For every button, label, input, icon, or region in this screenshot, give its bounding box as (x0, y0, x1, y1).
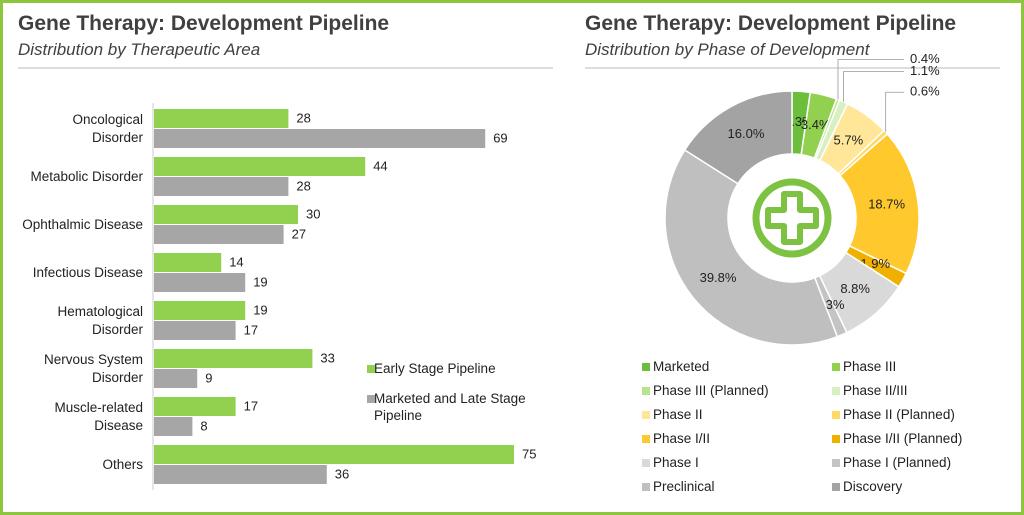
bar (154, 205, 298, 224)
value-label: 30 (306, 206, 320, 221)
data-label: 0.4% (910, 51, 940, 66)
legend-swatch (832, 459, 840, 467)
leader-line (837, 59, 904, 100)
value-label: 17 (244, 398, 258, 413)
bar (154, 417, 193, 436)
legend-label: Phase II (Planned) (843, 407, 955, 422)
bar (154, 465, 327, 484)
legend-swatch (367, 365, 375, 373)
value-label: 44 (373, 158, 387, 173)
legend-swatch (832, 483, 840, 491)
bar (154, 273, 246, 292)
bar (154, 369, 198, 388)
chart-canvas: 2869442830271419191733917875362.3%3.4%0.… (18, 51, 1000, 490)
legend-label: Preclinical (653, 479, 715, 494)
data-label: 18.7% (868, 197, 905, 212)
legend-swatch (832, 387, 840, 395)
legend-swatch (367, 395, 375, 403)
legend-label: Marketed (653, 359, 710, 374)
legend-label: Marketed and Late Stage Pipeline (374, 391, 526, 423)
bar (154, 321, 236, 340)
legend-label: Phase II/III (843, 383, 908, 398)
value-label: 28 (296, 178, 310, 193)
data-label: 5.7% (834, 132, 864, 147)
leader-line (885, 91, 904, 133)
data-label: 3.4% (801, 117, 831, 132)
pie-slice (683, 90, 793, 185)
bar (154, 157, 366, 176)
bar (154, 129, 486, 148)
data-label: 8.8% (840, 281, 870, 296)
value-label: 14 (229, 254, 243, 269)
value-label: 19 (253, 274, 267, 289)
legend-swatch (642, 459, 650, 467)
bar (154, 109, 289, 128)
value-label: 27 (292, 226, 306, 241)
value-label: 69 (493, 130, 507, 145)
category-label: Oncological Disorder (72, 112, 143, 145)
chart-subtitle: Distribution by Therapeutic Area (18, 40, 261, 59)
legend-label: Phase I (Planned) (843, 455, 952, 470)
value-label: 36 (335, 466, 349, 481)
legend-swatch (832, 435, 840, 443)
category-label: Hematological Disorder (57, 304, 143, 337)
data-label: 0.6% (910, 84, 940, 99)
bar (154, 253, 222, 272)
legend-label: Phase I (653, 455, 699, 470)
legend-swatch (642, 435, 650, 443)
category-label: Nervous System Disorder (43, 352, 143, 385)
value-label: 19 (253, 302, 267, 317)
legend-label: Phase I/II (653, 431, 711, 446)
legend-label: Phase II (653, 407, 703, 422)
chart-title: Gene Therapy: Development Pipeline (18, 12, 390, 35)
value-label: 8 (200, 418, 207, 433)
category-label: Others (102, 457, 143, 472)
center-icon (765, 191, 819, 245)
legend-label: Discovery (843, 479, 903, 494)
legend-label: Phase III (Planned) (653, 383, 769, 398)
chart-subtitle: Distribution by Phase of Development (585, 40, 870, 59)
pie-slice (664, 148, 839, 346)
bar (154, 445, 514, 464)
category-label: Infectious Disease (32, 265, 143, 280)
data-label: 1.1% (910, 63, 940, 78)
data-label: 39.8% (700, 270, 737, 285)
bar (154, 397, 236, 416)
legend-swatch (642, 411, 650, 419)
value-label: 33 (320, 350, 334, 365)
legend-label: Phase I/II (Planned) (843, 431, 963, 446)
bar (154, 349, 313, 368)
legend-swatch (832, 363, 840, 371)
bar (154, 225, 284, 244)
bar (154, 177, 289, 196)
legend-swatch (832, 411, 840, 419)
category-label: Muscle-related Disease (54, 400, 143, 433)
value-label: 17 (244, 322, 258, 337)
value-label: 75 (522, 446, 536, 461)
data-label: 16.0% (728, 126, 765, 141)
category-label: Metabolic Disorder (30, 169, 143, 184)
legend-label: Phase III (843, 359, 897, 374)
value-label: 9 (205, 370, 212, 385)
legend-swatch (642, 363, 650, 371)
category-label: Ophthalmic Disease (22, 217, 143, 232)
legend-swatch (642, 387, 650, 395)
chart-title: Gene Therapy: Development Pipeline (585, 12, 957, 35)
legend-label: Early Stage Pipeline (374, 361, 496, 376)
value-label: 28 (296, 110, 310, 125)
legend-swatch (642, 483, 650, 491)
leader-line (843, 71, 904, 102)
bar (154, 301, 246, 320)
